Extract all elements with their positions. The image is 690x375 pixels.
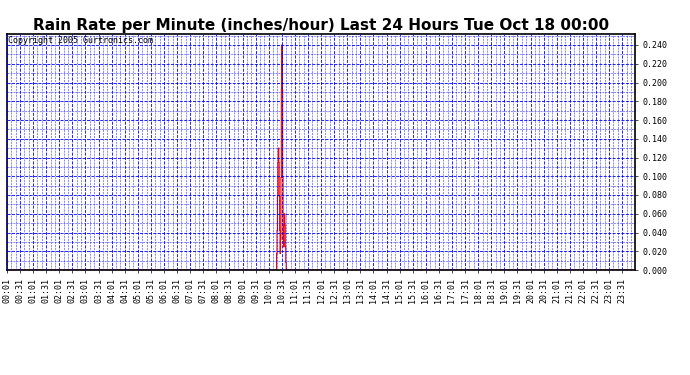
Text: Copyright 2005 Gurtronics.com: Copyright 2005 Gurtronics.com [8, 36, 152, 45]
Title: Rain Rate per Minute (inches/hour) Last 24 Hours Tue Oct 18 00:00: Rain Rate per Minute (inches/hour) Last … [33, 18, 609, 33]
